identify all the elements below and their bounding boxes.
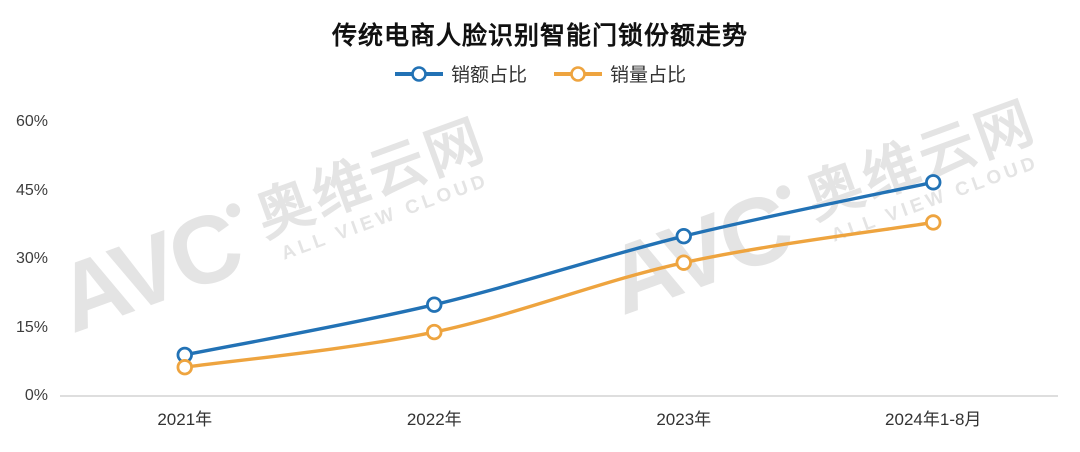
x-axis-line [60, 395, 1058, 397]
x-axis-category-label: 2022年 [406, 410, 462, 429]
x-axis-category-label: 2023年 [656, 410, 712, 429]
series-line-0 [183, 180, 935, 357]
data-point-marker [675, 227, 692, 245]
x-axis-category-label: 2024年1-8月 [885, 410, 982, 429]
data-point-marker [176, 359, 193, 376]
y-axis-tick-label: 30% [15, 250, 48, 267]
legend-item-sales-amount-share: 销额占比 [394, 60, 527, 87]
series-line-1 [183, 220, 935, 369]
y-axis-tick-label: 15% [15, 318, 48, 336]
x-axis-category-label: 2021年 [157, 410, 213, 429]
data-point-marker [675, 254, 692, 271]
data-point-marker [925, 174, 942, 191]
legend-label: 销额占比 [450, 65, 527, 86]
chart-title: 传统电商人脸识别智能门锁份额走势 [331, 22, 748, 50]
legend-label: 销量占比 [610, 65, 687, 86]
chart-legend: 销额占比 销量占比 [0, 60, 1080, 87]
data-point-marker [426, 323, 443, 341]
legend-item-sales-volume-share: 销量占比 [553, 60, 686, 87]
y-axis-tick-label: 45% [15, 181, 48, 199]
data-point-marker [426, 296, 443, 313]
legend-line-marker-icon [394, 65, 443, 82]
y-axis-tick-label: 60% [15, 113, 48, 130]
data-point-marker [925, 214, 942, 231]
legend-line-marker-icon [554, 65, 602, 82]
y-axis-tick-label: 0% [24, 387, 48, 404]
